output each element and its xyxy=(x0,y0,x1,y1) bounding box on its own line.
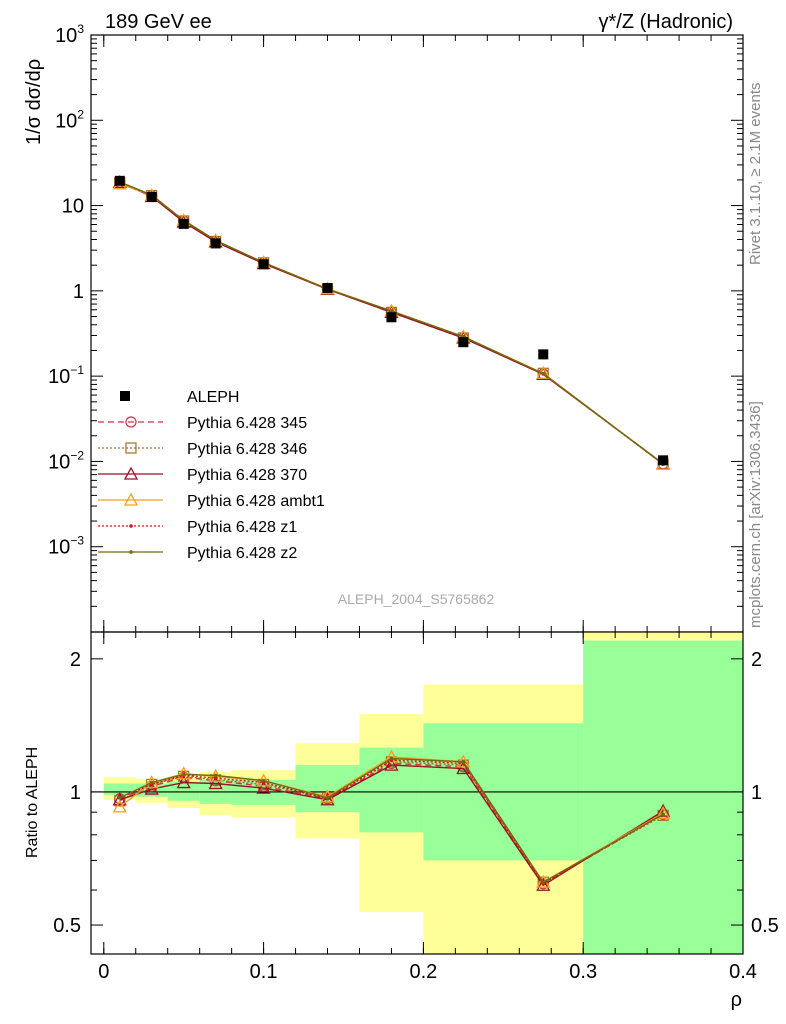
series-point-5 xyxy=(389,309,394,313)
ratio-y-tick-label-right: 1 xyxy=(751,782,762,804)
mcplots-label: mcplots.cern.ch [arXiv:1306.3436] xyxy=(747,401,764,628)
legend-marker-4 xyxy=(129,524,133,528)
legend-label-5: Pythia 6.428 z2 xyxy=(187,545,297,562)
ratio-point-2 xyxy=(256,780,271,794)
ratio-line-0 xyxy=(119,762,664,885)
ratio-y-tick-label-right: 2 xyxy=(751,649,762,671)
ratio-line-2 xyxy=(119,764,664,887)
legend-marker-0 xyxy=(125,416,137,428)
uncertainty-band-green xyxy=(583,640,743,954)
aleph-data-point xyxy=(114,175,125,186)
ratio-point-2 xyxy=(176,775,191,789)
aleph-data-point xyxy=(210,238,221,249)
aleph-data-point xyxy=(322,283,333,294)
x-tick-label: 0 xyxy=(98,961,109,983)
x-axis-label: ρ xyxy=(731,989,742,1011)
analysis-reference: ALEPH_2004_S5765862 xyxy=(338,591,495,607)
y-tick-label: 10−3 xyxy=(48,534,84,559)
ratio-point-2 xyxy=(320,792,335,806)
ratio-point-2 xyxy=(112,792,127,806)
rivet-version-label: Rivet 3.1.10, ≥ 2.1M events xyxy=(747,83,764,266)
ratio-y-tick-label: 2 xyxy=(70,649,81,671)
series-point-5 xyxy=(541,371,546,376)
ratio-point-1 xyxy=(114,795,126,807)
y-axis-label: 1/σ dσ/dρ xyxy=(23,59,45,145)
ratio-point-2 xyxy=(384,757,399,771)
ratio-point-5 xyxy=(261,778,266,783)
ratio-point-2 xyxy=(144,781,159,795)
legend: ALEPH Pythia 6.428 345 Pythia 6.428 346 Pyt… xyxy=(98,389,325,562)
legend-label-3: Pythia 6.428 ambt1 xyxy=(187,493,325,510)
left-title: 189 GeV ee xyxy=(105,11,212,33)
aleph-data-point xyxy=(538,349,549,360)
legend-marker-3 xyxy=(123,492,139,506)
ratio-point-5 xyxy=(149,780,154,785)
ratio-point-2 xyxy=(208,776,223,790)
legend-label-aleph: ALEPH xyxy=(187,389,239,406)
legend-marker-2 xyxy=(123,466,139,480)
ratio-y-tick-label: 0.5 xyxy=(53,915,81,937)
ratio-point-5 xyxy=(117,795,122,800)
uncertainty-band-green xyxy=(103,783,136,795)
uncertainty-band-green xyxy=(167,781,200,801)
ratio-line-4 xyxy=(119,759,664,885)
x-tick-label: 0.1 xyxy=(250,961,278,983)
aleph-data-point xyxy=(658,455,669,466)
aleph-data-point xyxy=(178,218,189,229)
legend-marker-1 xyxy=(125,442,137,454)
ratio-point-2 xyxy=(536,877,551,891)
ratio-point-5 xyxy=(389,756,394,761)
ratio-frame xyxy=(90,631,744,955)
legend-marker-5 xyxy=(129,550,133,554)
y-tick-label: 10−1 xyxy=(48,363,84,388)
y-tick-label: 102 xyxy=(55,107,84,132)
ratio-y-axis-label: Ratio to ALEPH xyxy=(24,747,41,858)
ratio-point-4 xyxy=(213,776,218,780)
y-tick-label: 10−2 xyxy=(48,448,84,473)
ratio-point-2 xyxy=(456,761,471,775)
aleph-data-point xyxy=(258,259,269,270)
x-tick-label: 0.4 xyxy=(729,961,757,983)
legend-marker-aleph xyxy=(120,391,130,401)
ratio-point-3 xyxy=(112,799,127,813)
ratio-point-5 xyxy=(181,772,186,777)
ratio-point-5 xyxy=(213,773,218,778)
x-tick-label: 0.2 xyxy=(409,961,437,983)
legend-label-4: Pythia 6.428 z1 xyxy=(187,519,297,536)
ratio-point-5 xyxy=(461,759,466,764)
y-tick-label: 10 xyxy=(62,196,84,218)
ratio-point-3 xyxy=(656,805,671,819)
ratio-point-5 xyxy=(325,795,330,800)
y-tick-label: 103 xyxy=(55,22,84,47)
ratio-y-tick-label: 1 xyxy=(70,782,81,804)
x-tick-label: 0.3 xyxy=(569,961,597,983)
series-line-5 xyxy=(119,181,664,465)
ratio-point-5 xyxy=(541,880,546,884)
main-frame xyxy=(90,34,744,633)
y-tick-label: 1 xyxy=(73,281,84,303)
legend-label-1: Pythia 6.428 346 xyxy=(187,441,307,458)
aleph-data-point xyxy=(386,312,397,323)
ratio-point-3 xyxy=(176,766,191,780)
ratio-y-tick-label-right: 0.5 xyxy=(751,915,779,937)
right-title: γ*/Z (Hadronic) xyxy=(599,11,733,33)
aleph-data-point xyxy=(146,192,157,203)
aleph-data-point xyxy=(458,337,469,348)
ratio-line-5 xyxy=(119,757,664,884)
ratio-point-5 xyxy=(661,812,665,817)
legend-label-2: Pythia 6.428 370 xyxy=(187,467,307,484)
ratio-plot: 0.5 0.5 1 1 2 2 0 0.1 0.2 0.3 0.4 Ratio to ALEPH ρ xyxy=(24,631,779,1011)
legend-label-0: Pythia 6.428 345 xyxy=(187,415,307,432)
